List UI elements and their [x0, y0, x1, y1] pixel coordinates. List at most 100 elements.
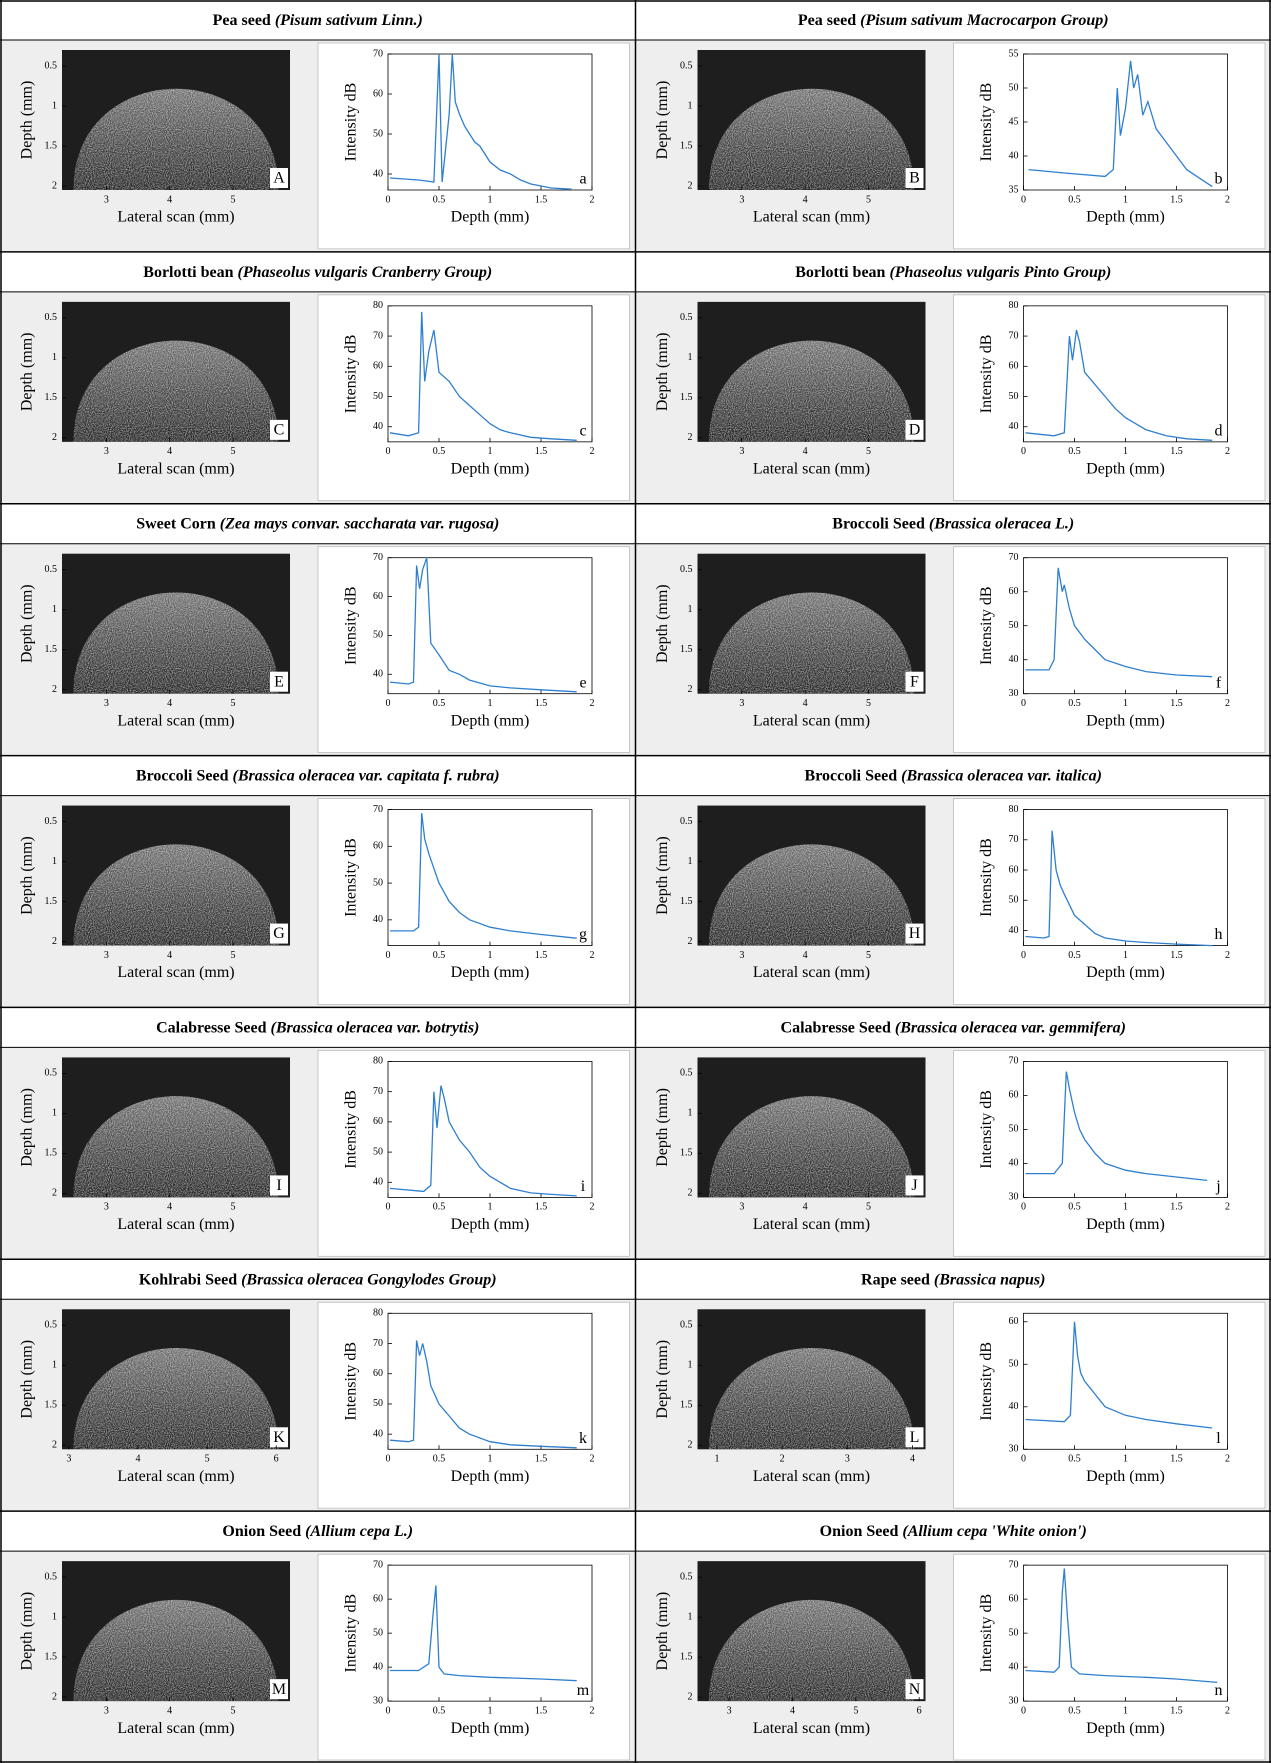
- y-tick-label: 0.5: [45, 816, 58, 827]
- panel-letter: j: [1215, 1178, 1220, 1195]
- y-tick-label: 2: [688, 180, 693, 191]
- panel-letter: f: [1216, 674, 1222, 691]
- y-tick-label: 1: [52, 1360, 57, 1371]
- x-axis-label: Lateral scan (mm): [753, 1216, 870, 1233]
- plot-cell: [953, 1050, 1266, 1257]
- y-tick-label: 50: [373, 1627, 383, 1638]
- x-tick-label: 5: [231, 698, 236, 709]
- y-axis-label: Intensity dB: [343, 335, 360, 414]
- y-tick-label: 60: [373, 841, 383, 852]
- x-tick-label: 3: [66, 1454, 71, 1465]
- x-tick-label: 1: [1123, 950, 1128, 961]
- panel-letter: l: [1216, 1430, 1221, 1447]
- y-tick-label: 0.5: [45, 60, 58, 71]
- y-tick-label: 0.5: [680, 1571, 693, 1582]
- panel-letter: h: [1215, 926, 1223, 943]
- x-tick-label: 3: [739, 1202, 744, 1213]
- y-tick-label: 70: [373, 552, 383, 563]
- intensity-line: [389, 1340, 577, 1449]
- x-tick-label: 0.5: [1068, 1202, 1081, 1213]
- y-tick-label: 0.5: [45, 1068, 58, 1079]
- x-tick-label: 4: [167, 446, 172, 457]
- panel-letter: i: [581, 1178, 586, 1195]
- x-axis-label: Depth (mm): [1086, 712, 1165, 729]
- y-tick-label: 30: [1009, 1444, 1019, 1455]
- x-tick-label: 1.5: [535, 698, 548, 709]
- y-tick-label: 40: [1009, 654, 1019, 665]
- plot-cell: [317, 546, 630, 753]
- speckle-layer: [73, 844, 279, 946]
- speckle-layer: [708, 1348, 915, 1450]
- y-tick-label: 50: [373, 877, 383, 888]
- y-tick-label: 60: [1009, 1316, 1019, 1327]
- x-tick-label: 4: [167, 950, 172, 961]
- plot-cell: [317, 1050, 630, 1257]
- panel-letter: L: [910, 1429, 920, 1446]
- y-axis-label: Depth (mm): [19, 1088, 36, 1167]
- header-bg: [635, 1007, 1271, 1048]
- y-axis-label: Depth (mm): [19, 81, 36, 160]
- x-tick-label: 0: [1021, 698, 1026, 709]
- header-species: (Pisum sativum Macrocarpon Group): [860, 12, 1108, 29]
- y-tick-label: 1.5: [45, 392, 58, 403]
- x-tick-label: 1: [488, 950, 493, 961]
- y-tick-label: 1: [688, 100, 693, 111]
- y-tick-label: 1: [52, 856, 57, 867]
- y-tick-label: 1: [688, 352, 693, 363]
- y-tick-label: 1: [52, 1611, 57, 1622]
- x-axis-label: Depth (mm): [451, 461, 530, 478]
- x-axis-label: Lateral scan (mm): [117, 964, 234, 981]
- x-tick-label: 0.5: [433, 1705, 446, 1716]
- x-tick-label: 3: [104, 446, 109, 457]
- header-bg: [0, 755, 636, 796]
- x-tick-label: 3: [104, 194, 109, 205]
- plot-cell: [317, 1553, 630, 1761]
- y-tick-label: 40: [373, 669, 383, 680]
- x-axis-label: Depth (mm): [451, 712, 530, 729]
- y-axis-label: Depth (mm): [654, 584, 671, 663]
- panel-header: Rape seed (Brassica napus): [861, 1271, 1045, 1288]
- tissue-speckle: [73, 1096, 279, 1198]
- x-tick-label: 2: [1225, 950, 1230, 961]
- x-tick-label: 0.5: [433, 1202, 446, 1213]
- speckle-layer: [708, 340, 915, 442]
- x-tick-label: 3: [104, 1705, 109, 1716]
- y-tick-label: 1: [688, 856, 693, 867]
- panel-letter: k: [579, 1430, 587, 1447]
- intensity-line: [389, 557, 577, 693]
- x-tick-label: 1.5: [1170, 698, 1183, 709]
- plot-cell: [317, 294, 630, 502]
- tissue-speckle: [73, 1348, 279, 1450]
- y-tick-label: 40: [1009, 150, 1019, 161]
- tissue-speckle: [73, 844, 279, 946]
- plot-cell: [953, 798, 1266, 1005]
- letter-bg: [270, 923, 288, 944]
- header-species: (Brassica oleracea Gongylodes Group): [241, 1271, 497, 1288]
- y-tick-label: 70: [373, 1338, 383, 1349]
- plot-cell: [953, 294, 1266, 502]
- x-tick-label: 6: [274, 1454, 279, 1465]
- header-bg: [635, 1511, 1271, 1552]
- y-tick-label: 35: [1009, 184, 1019, 195]
- x-tick-label: 1: [488, 1705, 493, 1716]
- x-tick-label: 0: [1021, 1202, 1026, 1213]
- panel-letter: M: [272, 1681, 286, 1698]
- y-tick-label: 80: [373, 300, 383, 311]
- x-tick-label: 4: [790, 1705, 795, 1716]
- x-tick-label: 2: [590, 950, 595, 961]
- x-tick-label: 1: [1123, 1454, 1128, 1465]
- y-tick-label: 40: [1009, 1401, 1019, 1412]
- y-tick-label: 80: [373, 1308, 383, 1319]
- header-bg: [0, 251, 636, 292]
- x-tick-label: 5: [231, 446, 236, 457]
- y-tick-label: 30: [373, 1695, 383, 1706]
- y-tick-label: 1.5: [45, 896, 58, 907]
- y-tick-label: 70: [1009, 1056, 1019, 1067]
- y-axis-label: Intensity dB: [978, 335, 995, 414]
- y-tick-label: 2: [688, 936, 693, 947]
- x-axis-label: Lateral scan (mm): [753, 209, 870, 226]
- y-tick-label: 2: [52, 684, 57, 695]
- y-axis-label: Depth (mm): [19, 1340, 36, 1419]
- header-bg: [635, 251, 1271, 292]
